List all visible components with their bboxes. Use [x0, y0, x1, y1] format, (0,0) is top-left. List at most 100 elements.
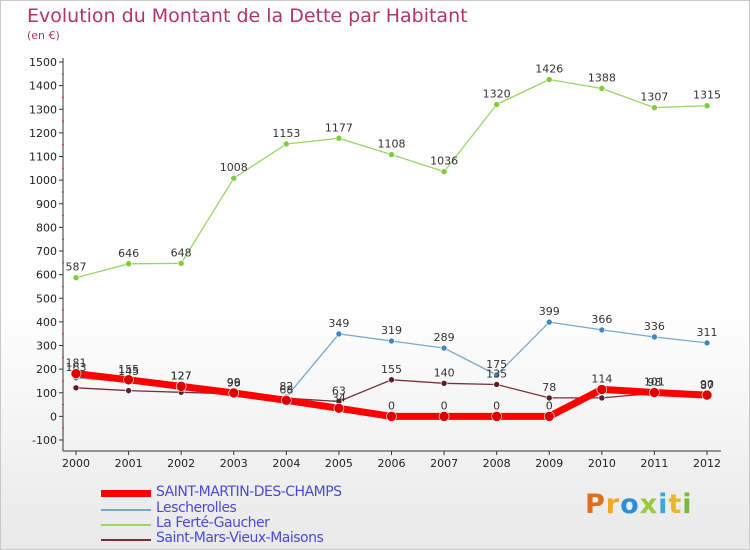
- legend-swatch-0: [101, 490, 151, 497]
- legend-swatch-3: [101, 539, 151, 541]
- data-point-1: [493, 371, 500, 379]
- data-label-1: 175: [486, 358, 507, 371]
- data-label-0: 646: [118, 247, 139, 260]
- data-point-1: [703, 339, 711, 347]
- logo-letter: o: [620, 489, 640, 520]
- data-label-0: 1153: [272, 127, 300, 140]
- data-point-3: [438, 411, 450, 422]
- y-minor-tick: [62, 403, 64, 406]
- data-point-0: [651, 104, 658, 111]
- data-point-2: [545, 394, 553, 402]
- data-label-1: 319: [381, 324, 402, 337]
- logo-letter: i: [682, 489, 693, 520]
- x-tick-label: 2003: [220, 457, 248, 470]
- logo-letter: x: [639, 489, 659, 520]
- y-minor-tick: [62, 261, 64, 264]
- x-tick-label: 2001: [115, 457, 143, 470]
- data-label-2: 155: [381, 363, 402, 376]
- data-point-0: [703, 102, 711, 110]
- data-label-2: 87: [700, 379, 714, 392]
- data-label-2: 135: [486, 367, 507, 380]
- data-label-1: 145: [118, 365, 139, 378]
- x-tick-label: 2000: [62, 457, 90, 470]
- data-point-3: [70, 368, 82, 379]
- x-tick-label: 2006: [378, 457, 406, 470]
- data-point-2: [72, 384, 80, 392]
- data-label-1: 366: [591, 313, 612, 326]
- data-point-0: [283, 140, 290, 148]
- data-point-3: [543, 411, 555, 422]
- data-label-3: 0: [493, 399, 500, 412]
- y-minor-tick: [62, 309, 64, 312]
- data-point-0: [493, 101, 500, 108]
- data-label-3: 68: [279, 383, 293, 396]
- y-tick-label: 100: [36, 387, 57, 400]
- data-label-1: 311: [697, 326, 718, 339]
- data-label-0: 648: [171, 246, 192, 259]
- data-point-3: [386, 411, 397, 422]
- data-label-1: 289: [434, 331, 455, 344]
- x-tick-label: 2004: [272, 457, 300, 470]
- data-point-0: [335, 135, 343, 142]
- data-label-3: 90: [700, 378, 714, 391]
- y-minor-tick: [62, 285, 64, 288]
- data-label-3: 181: [66, 357, 87, 370]
- y-tick-label: 300: [36, 340, 57, 353]
- logo-letter: P: [585, 489, 606, 520]
- data-point-1: [335, 330, 343, 338]
- data-label-2: 78: [542, 381, 556, 394]
- data-label-1: 349: [328, 317, 349, 330]
- data-point-3: [228, 387, 240, 399]
- data-point-3: [175, 381, 187, 392]
- x-tick-label: 2005: [325, 457, 353, 470]
- data-point-1: [651, 333, 658, 341]
- data-point-1: [545, 318, 553, 326]
- data-label-0: 1426: [535, 62, 563, 75]
- x-tick-label: 2010: [588, 457, 616, 470]
- x-tick-label: 2007: [430, 457, 458, 470]
- data-label-0: 1177: [325, 121, 353, 134]
- chart-unit-subtitle: (en €): [27, 29, 60, 42]
- y-minor-tick: [62, 427, 64, 430]
- data-point-1: [598, 326, 606, 334]
- data-label-3: 114: [591, 372, 612, 385]
- y-tick-label: 1400: [29, 80, 57, 93]
- logo-letter: i: [658, 489, 669, 520]
- data-label-3: 101: [644, 376, 665, 389]
- data-point-3: [649, 387, 660, 398]
- y-tick-label: 1200: [29, 127, 57, 140]
- y-minor-tick: [62, 379, 64, 382]
- data-label-3: 127: [171, 369, 192, 382]
- logo-letter: t: [668, 489, 683, 520]
- data-label-2: 140: [434, 366, 455, 379]
- data-label-0: 1307: [640, 91, 668, 104]
- y-tick-label: 0: [50, 410, 57, 423]
- data-label-0: 1036: [430, 155, 458, 168]
- y-minor-tick: [62, 72, 64, 75]
- data-label-3: 99: [227, 376, 241, 389]
- y-minor-tick: [62, 120, 64, 123]
- logo-letter: r: [605, 489, 621, 520]
- x-tick-label: 2009: [535, 457, 563, 470]
- data-point-0: [440, 168, 448, 175]
- data-point-0: [598, 85, 606, 92]
- data-point-0: [125, 260, 132, 268]
- data-label-3: 155: [118, 363, 139, 376]
- proxiti-logo: Proxiti: [585, 489, 693, 520]
- data-point-0: [177, 259, 185, 267]
- data-label-3: 0: [388, 399, 395, 412]
- data-point-2: [440, 379, 448, 387]
- data-label-2: 98: [647, 376, 661, 389]
- data-label-0: 1315: [693, 89, 721, 102]
- y-tick-label: 1100: [29, 151, 57, 164]
- y-minor-tick: [62, 143, 64, 146]
- legend-swatch-1: [101, 509, 151, 511]
- y-tick-label: 1300: [29, 103, 57, 116]
- chart-title: Evolution du Montant de la Dette par Hab…: [27, 5, 468, 27]
- legend-label-3: Saint-Mars-Vieux-Maisons: [156, 530, 324, 546]
- legend-label-2: La Ferté-Gaucher: [156, 515, 270, 531]
- y-minor-tick: [62, 332, 64, 335]
- data-point-1: [440, 344, 448, 352]
- data-label-3: 0: [441, 399, 448, 412]
- data-label-1: 163: [66, 361, 87, 374]
